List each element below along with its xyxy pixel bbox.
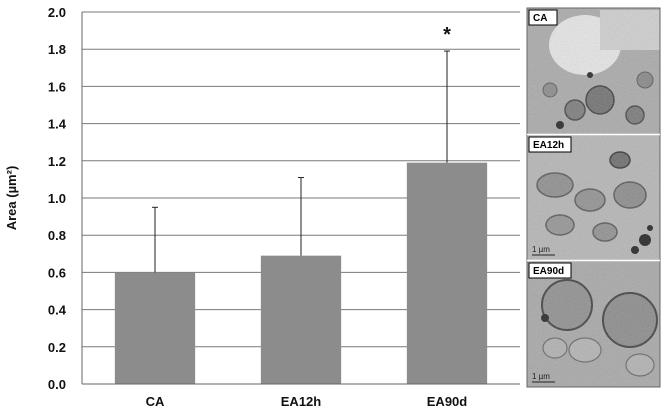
scale-bar-ea12h: 1 µm — [532, 245, 555, 256]
y-tick-label: 0.4 — [48, 303, 67, 318]
micrograph-label-ea12h: EA12h — [528, 136, 572, 153]
bar — [114, 272, 196, 384]
bars — [114, 162, 488, 384]
micrograph-ea12h — [527, 135, 660, 260]
significance-marker: * — [443, 24, 451, 46]
y-tick-label: 1.2 — [48, 154, 66, 169]
micrograph-ea90d — [527, 261, 660, 387]
scale-bar-label: 1 µm — [532, 372, 550, 381]
scale-bar-ea90d: 1 µm — [532, 372, 555, 383]
x-tick-labels: CA EA12h EA90d — [146, 394, 468, 409]
axes — [81, 12, 520, 385]
y-tick-label: 1.4 — [48, 117, 67, 132]
micrograph-label-ca: CA — [528, 9, 558, 26]
y-tick-label: 0.6 — [48, 265, 66, 280]
bar — [406, 162, 488, 384]
x-tick-label: CA — [146, 394, 165, 409]
error-bars — [152, 50, 450, 273]
y-tick-label: 2.0 — [48, 5, 66, 20]
x-tick-label: EA12h — [281, 394, 322, 409]
y-tick-label: 0.8 — [48, 228, 66, 243]
x-tick-label: EA90d — [427, 394, 468, 409]
significance-markers: * — [443, 24, 451, 46]
y-tick-label: 0.0 — [48, 377, 66, 392]
scale-bar-label: 1 µm — [532, 245, 550, 254]
y-tick-labels: 0.0 0.2 0.4 0.6 0.8 1.0 1.2 1.4 1.6 1.8 2.0 — [48, 5, 67, 392]
micrograph-frame — [526, 7, 661, 388]
y-tick-label: 1.8 — [48, 42, 66, 57]
bar — [260, 255, 342, 384]
y-tick-label: 0.2 — [48, 340, 66, 355]
y-tick-label: 1.6 — [48, 79, 66, 94]
micrograph-label-text: EA12h — [533, 140, 564, 151]
micrograph-label-text: EA90d — [533, 266, 564, 277]
y-axis-title: Area (µm²) — [4, 166, 19, 231]
micrograph-label-ea90d: EA90d — [528, 262, 572, 279]
micrograph-ca — [527, 8, 660, 134]
micrograph-label-text: CA — [533, 13, 547, 24]
y-tick-label: 1.0 — [48, 191, 66, 206]
